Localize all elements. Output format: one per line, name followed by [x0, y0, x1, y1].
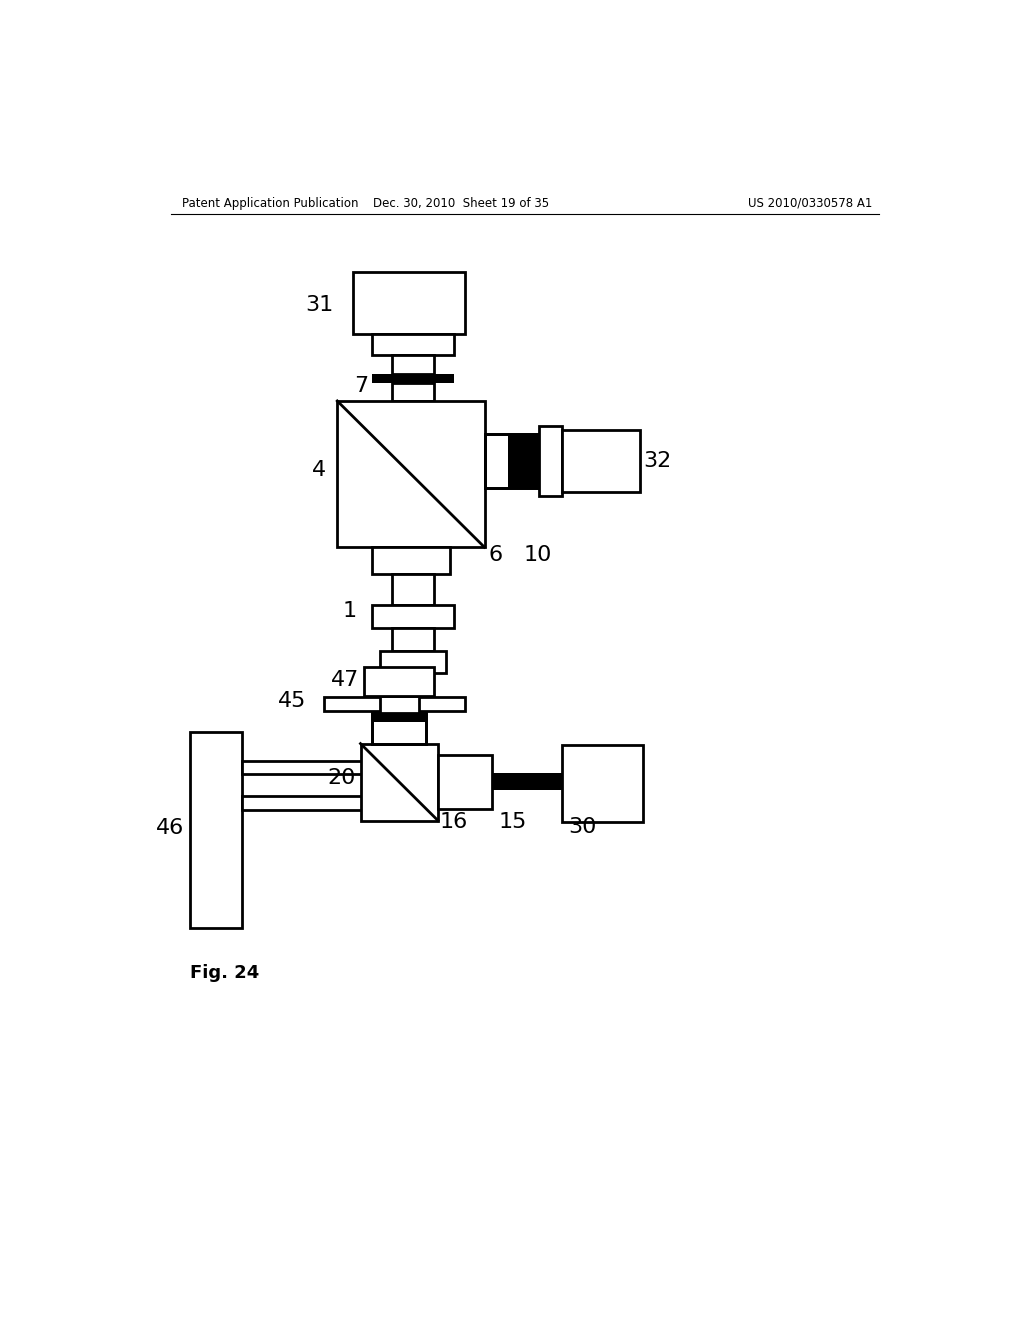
- Bar: [372, 713, 426, 743]
- Bar: [391, 355, 434, 374]
- Text: 20: 20: [328, 768, 356, 788]
- Bar: [438, 755, 493, 809]
- Bar: [484, 434, 539, 488]
- Bar: [562, 744, 643, 822]
- Bar: [391, 574, 434, 605]
- Text: Fig. 24: Fig. 24: [190, 964, 259, 982]
- Bar: [352, 272, 465, 334]
- Text: 46: 46: [156, 818, 183, 838]
- Ellipse shape: [391, 678, 434, 693]
- Bar: [508, 434, 539, 488]
- Bar: [372, 605, 454, 611]
- Bar: [372, 374, 454, 383]
- Text: 6: 6: [488, 545, 503, 565]
- Text: 4: 4: [311, 461, 326, 480]
- Bar: [372, 605, 454, 628]
- Bar: [242, 796, 376, 810]
- Bar: [484, 434, 539, 488]
- Bar: [380, 651, 445, 673]
- Bar: [562, 430, 640, 492]
- Text: 7: 7: [354, 376, 369, 396]
- Text: US 2010/0330578 A1: US 2010/0330578 A1: [748, 197, 872, 210]
- Text: 10: 10: [523, 545, 552, 565]
- Bar: [190, 733, 242, 928]
- Text: 45: 45: [278, 692, 306, 711]
- Bar: [372, 713, 426, 743]
- Text: Dec. 30, 2010  Sheet 19 of 35: Dec. 30, 2010 Sheet 19 of 35: [373, 197, 549, 210]
- Bar: [380, 696, 419, 713]
- Bar: [372, 713, 426, 722]
- Bar: [539, 426, 562, 496]
- Text: 32: 32: [643, 451, 672, 471]
- Text: 15: 15: [499, 812, 526, 832]
- Bar: [360, 743, 438, 821]
- Bar: [324, 697, 465, 711]
- Text: 30: 30: [568, 817, 597, 837]
- Text: 31: 31: [305, 294, 334, 314]
- Text: 47: 47: [331, 671, 359, 690]
- Bar: [372, 334, 454, 355]
- Bar: [372, 548, 450, 574]
- Bar: [242, 760, 376, 775]
- Bar: [493, 774, 562, 789]
- Text: 16: 16: [439, 812, 468, 832]
- Bar: [365, 667, 434, 696]
- Text: Patent Application Publication: Patent Application Publication: [182, 197, 358, 210]
- Bar: [337, 401, 484, 548]
- Bar: [391, 628, 434, 651]
- Text: 1: 1: [342, 601, 356, 622]
- Bar: [391, 383, 434, 401]
